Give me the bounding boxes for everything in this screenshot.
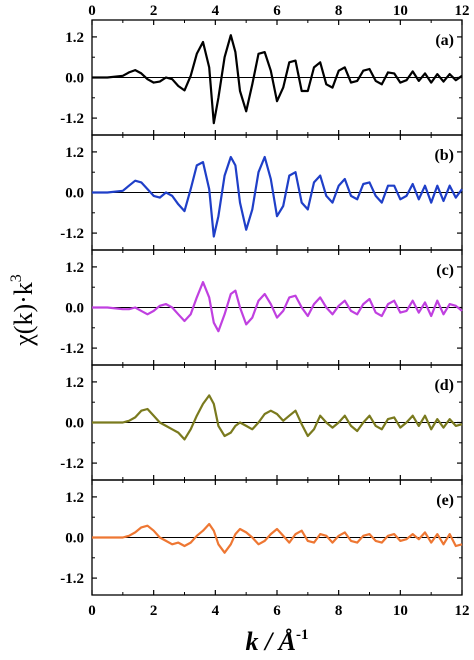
x-tick-label: 4 — [212, 603, 220, 619]
panel-e: -1.2 0.0 1.2 (e) — [60, 479, 463, 596]
y-tick-label: 1.2 — [65, 145, 84, 161]
y-tick-label: 0.0 — [65, 301, 84, 317]
y-tick-label: 0.0 — [65, 71, 84, 87]
series-line-b — [92, 155, 463, 238]
y-tick-label: 1.2 — [65, 375, 84, 391]
panel-label: (c) — [436, 262, 454, 279]
x-tick-label: 2 — [150, 603, 158, 619]
x-tick-label: 10 — [393, 603, 408, 619]
y-axis-title: χ(k)·k3 — [8, 274, 38, 347]
series-line-e — [92, 522, 463, 554]
panel-label: (d) — [434, 377, 454, 394]
y-tick-label: 0.0 — [65, 186, 84, 202]
series-line-a — [92, 34, 463, 125]
y-tick-label: 1.2 — [65, 260, 84, 276]
panel-c: -1.2 0.0 1.2 (c) — [60, 249, 463, 366]
panel-label: (e) — [436, 492, 454, 509]
x-axis-title: k / Å-1 — [245, 627, 308, 656]
panel-a: -1.2 0.0 1.2 (a) — [60, 19, 463, 136]
y-tick-label: -1.2 — [60, 456, 84, 472]
y-tick-label: 0.0 — [65, 416, 84, 432]
panel-label: (b) — [434, 147, 454, 164]
top-x-tick-label: 8 — [335, 3, 343, 19]
panel-d: -1.2 0.0 1.2 (d) — [60, 364, 463, 481]
top-x-tick-label: 6 — [273, 3, 281, 19]
top-x-tick-label: 2 — [150, 3, 158, 19]
y-tick-label: -1.2 — [60, 111, 84, 127]
x-tick-label: 12 — [455, 603, 470, 619]
x-tick-label: 0 — [88, 603, 96, 619]
y-tick-label: -1.2 — [60, 341, 84, 357]
top-x-tick-label: 10 — [393, 3, 408, 19]
top-x-tick-label: 12 — [455, 3, 470, 19]
x-tick-label: 6 — [273, 603, 281, 619]
y-tick-label: 1.2 — [65, 30, 84, 46]
y-tick-label: -1.2 — [60, 571, 84, 587]
panel-label: (a) — [435, 32, 454, 49]
y-tick-label: 1.2 — [65, 490, 84, 506]
x-tick-label: 8 — [335, 603, 343, 619]
panel-b: -1.2 0.0 1.2 (b) — [60, 134, 463, 251]
top-x-tick-label: 4 — [212, 3, 220, 19]
top-x-tick-label: 0 — [88, 3, 96, 19]
series-line-c — [92, 281, 463, 333]
series-line-d — [92, 394, 463, 441]
y-tick-label: -1.2 — [60, 226, 84, 242]
y-tick-label: 0.0 — [65, 531, 84, 547]
